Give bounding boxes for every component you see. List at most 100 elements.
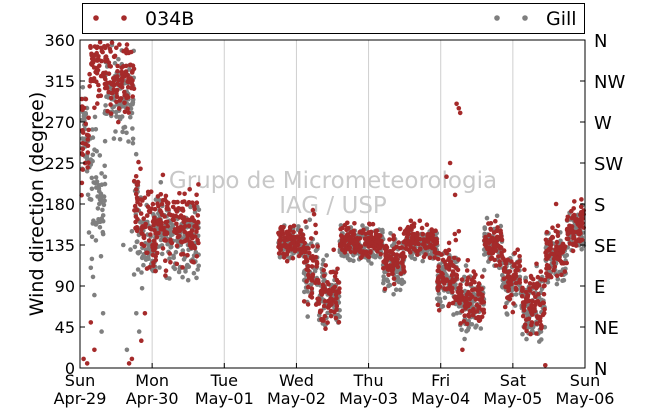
data-point <box>360 223 365 228</box>
data-point <box>93 175 99 180</box>
data-point <box>436 308 442 313</box>
data-point <box>158 226 164 232</box>
data-point <box>194 223 199 229</box>
data-point <box>138 202 143 207</box>
data-point <box>533 294 538 300</box>
data-point <box>465 278 470 283</box>
data-point <box>488 256 494 262</box>
data-point <box>466 314 472 319</box>
data-point <box>111 76 116 81</box>
data-point <box>476 281 482 286</box>
compass-label: NE <box>594 318 619 339</box>
data-point <box>174 243 180 249</box>
data-point <box>536 291 541 297</box>
data-point <box>509 259 514 264</box>
data-point <box>515 247 520 252</box>
data-point <box>133 214 139 219</box>
data-point <box>448 287 454 292</box>
data-point <box>152 206 158 212</box>
data-point <box>435 278 441 283</box>
data-point <box>369 261 374 266</box>
data-point <box>192 245 198 251</box>
data-point <box>99 216 104 221</box>
data-point <box>529 320 535 325</box>
data-point <box>391 292 396 297</box>
data-point <box>124 93 130 98</box>
data-point <box>158 180 164 185</box>
data-point <box>163 193 169 199</box>
data-point <box>113 129 118 134</box>
data-point <box>117 137 123 142</box>
data-point <box>366 258 371 263</box>
data-point <box>84 361 90 366</box>
data-point <box>123 63 129 69</box>
data-point <box>459 297 464 302</box>
data-point <box>554 239 560 245</box>
data-point <box>465 302 471 308</box>
data-point <box>436 264 442 269</box>
data-point <box>555 233 561 239</box>
data-point <box>305 245 311 251</box>
data-point <box>332 274 338 279</box>
data-point <box>194 192 199 198</box>
data-point <box>310 274 315 280</box>
data-point <box>132 203 138 209</box>
data-point <box>459 293 464 298</box>
data-point <box>515 260 520 265</box>
data-point <box>564 260 569 266</box>
data-point <box>492 241 498 247</box>
data-point <box>120 72 125 77</box>
data-point <box>144 250 149 256</box>
data-point <box>312 268 318 274</box>
data-point <box>529 275 534 281</box>
data-point <box>291 229 296 235</box>
data-point <box>165 223 170 229</box>
data-point <box>409 235 415 240</box>
data-point <box>94 179 100 184</box>
x-tick-day: Tue <box>210 371 238 390</box>
data-point <box>481 299 487 305</box>
y-tick-label: 0 <box>65 359 75 378</box>
data-point <box>288 224 293 230</box>
data-point <box>388 231 393 236</box>
data-point <box>128 247 133 252</box>
data-point <box>308 236 314 241</box>
data-point <box>92 147 97 152</box>
data-point <box>562 253 568 259</box>
compass-label: E <box>594 277 605 298</box>
data-point <box>281 255 287 260</box>
data-point <box>177 228 182 234</box>
data-point <box>571 206 576 211</box>
data-point <box>495 225 500 230</box>
data-point <box>309 286 315 291</box>
data-point <box>559 272 564 278</box>
data-point <box>89 175 95 181</box>
data-point <box>530 298 535 304</box>
compass-label: NW <box>594 72 625 93</box>
data-point <box>527 286 532 291</box>
data-point <box>133 151 139 157</box>
data-point <box>143 221 148 227</box>
data-point <box>171 265 176 270</box>
data-point <box>285 234 290 239</box>
data-point <box>511 301 516 306</box>
data-point <box>115 69 120 74</box>
data-point <box>473 296 478 302</box>
data-point <box>551 251 556 257</box>
data-point <box>398 271 404 276</box>
data-point <box>296 247 301 252</box>
data-point <box>505 257 511 263</box>
data-point <box>95 67 101 73</box>
data-point <box>150 201 156 207</box>
data-point <box>189 228 195 233</box>
data-point <box>541 310 547 316</box>
data-point <box>190 215 195 220</box>
data-point <box>117 42 122 47</box>
data-point <box>158 192 164 197</box>
data-point <box>90 158 95 164</box>
data-point <box>420 232 426 237</box>
data-point <box>545 253 551 258</box>
data-point <box>470 312 476 318</box>
data-point <box>458 321 464 326</box>
data-point <box>326 281 331 287</box>
